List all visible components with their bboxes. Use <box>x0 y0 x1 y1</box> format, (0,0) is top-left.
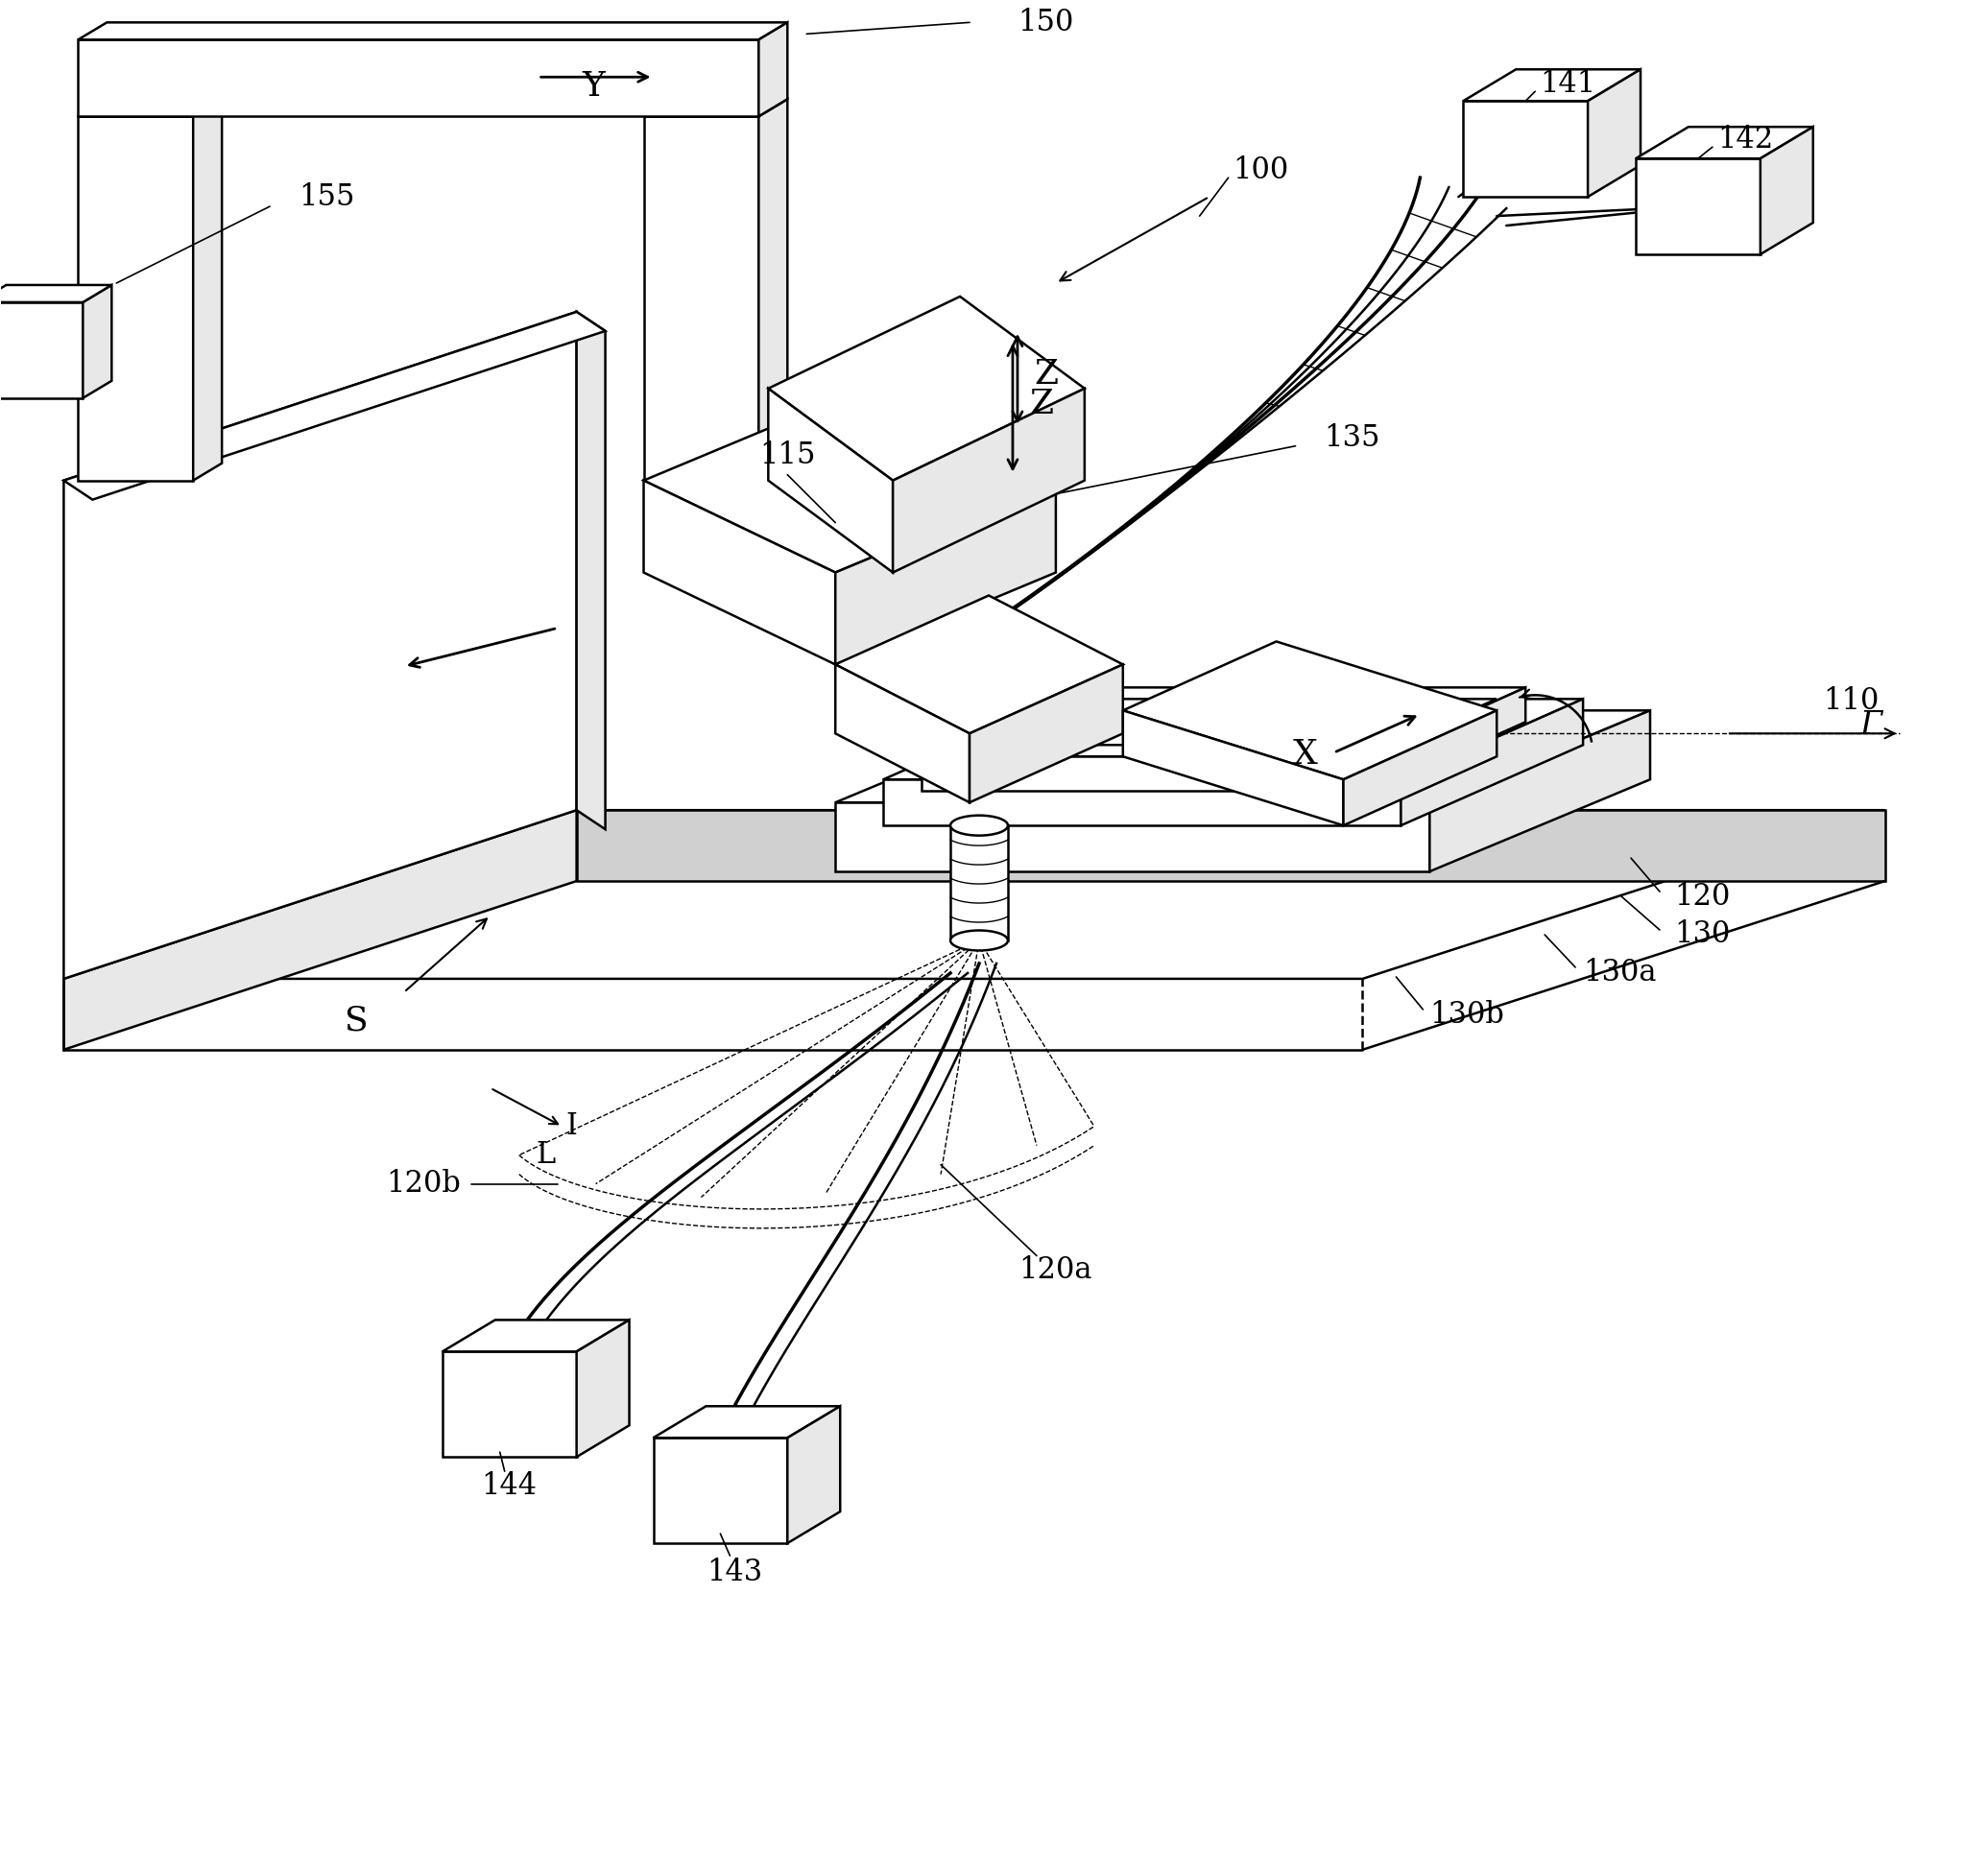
Text: S: S <box>344 1004 368 1038</box>
Polygon shape <box>577 312 604 830</box>
Polygon shape <box>1372 687 1525 791</box>
Polygon shape <box>1402 700 1582 826</box>
Text: 150: 150 <box>1018 7 1074 37</box>
Polygon shape <box>78 117 193 481</box>
Text: 120a: 120a <box>1020 1255 1093 1284</box>
Polygon shape <box>759 22 787 117</box>
Polygon shape <box>950 826 1008 941</box>
Polygon shape <box>654 1407 841 1438</box>
Polygon shape <box>0 303 83 397</box>
Polygon shape <box>78 22 787 39</box>
Ellipse shape <box>950 930 1008 950</box>
Polygon shape <box>835 596 1123 733</box>
Text: I: I <box>567 1112 577 1141</box>
Polygon shape <box>78 98 223 117</box>
Polygon shape <box>64 312 577 978</box>
Text: 135: 135 <box>1324 423 1380 453</box>
Polygon shape <box>1636 126 1813 158</box>
Text: 155: 155 <box>298 182 354 212</box>
Text: 142: 142 <box>1718 124 1773 154</box>
Text: 143: 143 <box>708 1557 763 1587</box>
Polygon shape <box>940 700 1497 744</box>
Polygon shape <box>193 98 223 481</box>
Polygon shape <box>64 312 604 499</box>
Polygon shape <box>922 687 1525 757</box>
Polygon shape <box>577 1320 630 1457</box>
Polygon shape <box>1759 126 1813 254</box>
Polygon shape <box>1636 158 1759 254</box>
Polygon shape <box>767 297 1085 481</box>
Text: X: X <box>1292 739 1318 770</box>
Polygon shape <box>644 388 1056 572</box>
Ellipse shape <box>950 815 1008 835</box>
Polygon shape <box>1123 642 1497 780</box>
Polygon shape <box>64 809 577 1050</box>
Polygon shape <box>644 98 787 117</box>
Polygon shape <box>893 388 1085 572</box>
Polygon shape <box>883 780 1402 826</box>
Text: 130a: 130a <box>1582 958 1656 987</box>
Polygon shape <box>654 1438 787 1542</box>
Polygon shape <box>767 388 893 572</box>
Text: 100: 100 <box>1233 156 1288 186</box>
Polygon shape <box>78 39 759 117</box>
Polygon shape <box>835 664 970 802</box>
Text: 115: 115 <box>759 440 815 470</box>
Polygon shape <box>787 1407 841 1542</box>
Text: 130b: 130b <box>1429 1000 1505 1030</box>
Text: Z: Z <box>1034 358 1058 390</box>
Polygon shape <box>1429 711 1650 872</box>
Text: L: L <box>537 1140 555 1169</box>
Text: 144: 144 <box>481 1470 537 1502</box>
Polygon shape <box>644 117 759 481</box>
Polygon shape <box>443 1320 630 1351</box>
Polygon shape <box>759 98 787 481</box>
Text: Γ: Γ <box>1859 711 1883 741</box>
Polygon shape <box>83 286 111 397</box>
Polygon shape <box>1344 711 1497 826</box>
Polygon shape <box>644 481 835 664</box>
Polygon shape <box>64 809 1885 978</box>
Text: 120: 120 <box>1674 882 1730 911</box>
Polygon shape <box>970 664 1123 802</box>
Polygon shape <box>835 802 1429 872</box>
Text: Z: Z <box>1030 388 1054 419</box>
Polygon shape <box>835 711 1650 802</box>
Polygon shape <box>1463 69 1640 100</box>
Polygon shape <box>443 1351 577 1457</box>
Text: 110: 110 <box>1823 687 1879 716</box>
Text: 120b: 120b <box>386 1169 461 1199</box>
Polygon shape <box>1588 69 1640 197</box>
Text: 130: 130 <box>1674 921 1730 950</box>
Polygon shape <box>0 286 111 303</box>
Text: Y: Y <box>582 71 604 102</box>
Polygon shape <box>1463 100 1588 197</box>
Polygon shape <box>922 757 1372 791</box>
Polygon shape <box>1123 711 1344 826</box>
Polygon shape <box>883 700 1582 780</box>
Text: 141: 141 <box>1541 69 1596 98</box>
Polygon shape <box>835 481 1056 664</box>
Polygon shape <box>577 809 1885 882</box>
